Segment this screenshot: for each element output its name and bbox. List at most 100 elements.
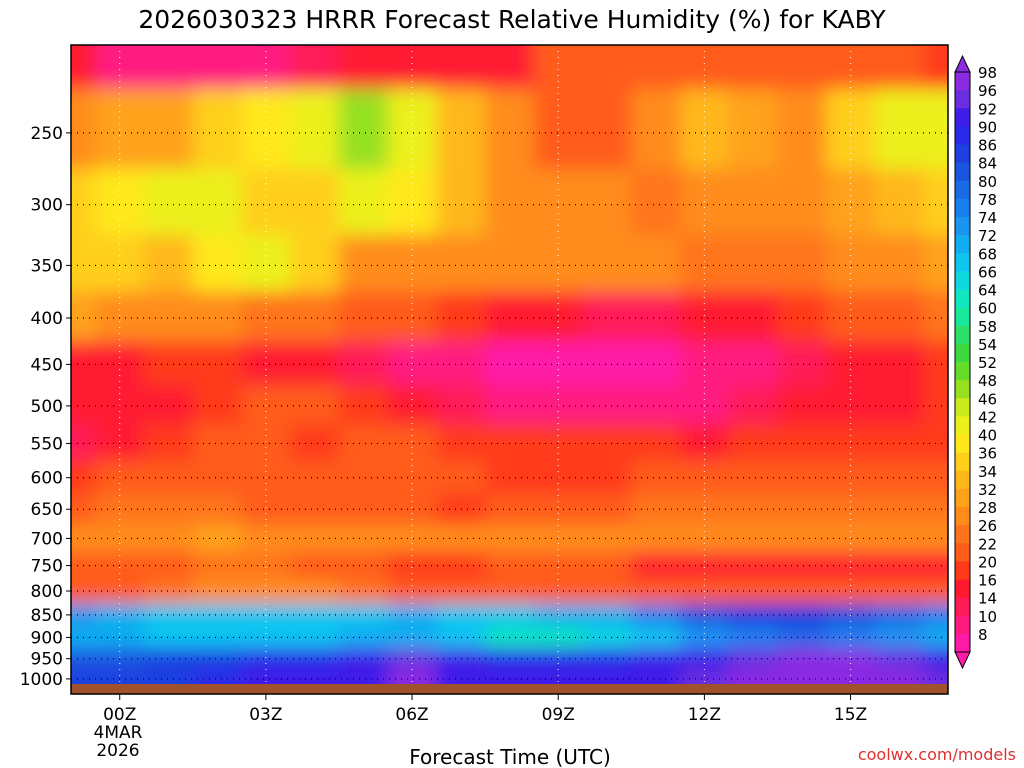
heatmap-cell bbox=[485, 291, 535, 343]
heatmap-cell bbox=[582, 578, 633, 604]
colorbar-segment bbox=[955, 217, 970, 236]
x-tick-label: 12Z bbox=[688, 705, 721, 725]
heatmap-cell bbox=[923, 578, 948, 604]
heatmap-cell bbox=[923, 235, 948, 293]
heatmap-cell bbox=[728, 424, 779, 462]
heatmap-cell bbox=[777, 88, 828, 170]
colorbar-label: 10 bbox=[978, 608, 997, 626]
heatmap-cell bbox=[436, 88, 487, 170]
heatmap-cell bbox=[144, 626, 194, 650]
colorbar-label: 46 bbox=[978, 390, 997, 408]
colorbar-label: 74 bbox=[978, 209, 997, 227]
heatmap-cell bbox=[144, 602, 194, 628]
heatmap-cell bbox=[680, 626, 730, 650]
colorbar-top-arrow bbox=[954, 54, 971, 73]
colorbar-segment bbox=[955, 144, 970, 164]
heatmap-cell bbox=[923, 523, 948, 554]
x-tick-label: 15Z bbox=[834, 705, 867, 725]
heatmap-cell bbox=[95, 424, 146, 462]
heatmap-cell bbox=[680, 552, 730, 580]
heatmap-cell bbox=[777, 493, 828, 525]
heatmap-cell bbox=[387, 291, 438, 343]
heatmap-cell bbox=[338, 668, 389, 684]
heatmap-cell bbox=[192, 168, 243, 237]
heatmap-cell bbox=[241, 552, 292, 580]
heatmap-cell bbox=[290, 235, 340, 293]
heatmap-cell bbox=[777, 460, 828, 495]
heatmap-cell bbox=[192, 523, 243, 554]
heatmap-cell bbox=[387, 45, 438, 90]
heatmap-cell bbox=[728, 668, 779, 684]
heatmap-cell bbox=[777, 424, 828, 462]
heatmap-cell bbox=[485, 88, 535, 170]
heatmap-cell bbox=[631, 668, 682, 684]
heatmap-cell bbox=[95, 291, 146, 343]
heatmap-cell bbox=[582, 45, 633, 90]
heatmap-cell bbox=[777, 552, 828, 580]
heatmap-cell bbox=[777, 668, 828, 684]
heatmap-cell bbox=[290, 168, 340, 237]
colorbar-segment bbox=[955, 198, 970, 218]
colorbar-segment bbox=[955, 416, 970, 435]
heatmap-cell bbox=[631, 45, 682, 90]
heatmap-cell bbox=[923, 493, 948, 525]
colorbar-label: 54 bbox=[978, 336, 997, 354]
heatmap-cell bbox=[923, 341, 948, 387]
heatmap-cell bbox=[728, 341, 779, 387]
heatmap-cell bbox=[338, 168, 389, 237]
heatmap-cell bbox=[71, 88, 97, 170]
plot-area bbox=[70, 44, 949, 695]
heatmap-cell bbox=[923, 668, 948, 684]
colorbar-segment bbox=[955, 325, 970, 345]
heatmap-cell bbox=[192, 578, 243, 604]
x-tick-label: 09Z bbox=[542, 705, 575, 725]
heatmap-cell bbox=[728, 523, 779, 554]
colorbar-segment bbox=[955, 362, 970, 381]
colorbar-label: 40 bbox=[978, 427, 997, 445]
colorbar-label: 48 bbox=[978, 372, 997, 390]
heatmap-cell bbox=[144, 668, 194, 684]
y-tick-label: 600 bbox=[31, 469, 63, 489]
heatmap-cell bbox=[582, 648, 633, 670]
colorbar-label: 42 bbox=[978, 408, 997, 426]
heatmap-cell bbox=[387, 668, 438, 684]
heatmap-cell bbox=[582, 88, 633, 170]
colorbar-label: 22 bbox=[978, 535, 997, 553]
heatmap-cell bbox=[192, 45, 243, 90]
heatmap-cell bbox=[582, 460, 633, 495]
heatmap-cell bbox=[485, 168, 535, 237]
heatmap-cell bbox=[826, 168, 876, 237]
heatmap-cell bbox=[533, 235, 584, 293]
heatmap-cell bbox=[71, 235, 97, 293]
heatmap-cell bbox=[923, 168, 948, 237]
colorbar-label: 32 bbox=[978, 481, 997, 499]
heatmap-cell bbox=[826, 45, 876, 90]
heatmap-cell bbox=[338, 385, 389, 426]
colorbar-segment bbox=[955, 561, 970, 580]
heatmap-cell bbox=[728, 493, 779, 525]
heatmap-cell bbox=[631, 235, 682, 293]
heatmap-cell bbox=[144, 291, 194, 343]
heatmap-cell bbox=[777, 648, 828, 670]
colorbar-segment bbox=[955, 470, 970, 490]
x-axis-title: Forecast Time (UTC) bbox=[409, 745, 611, 768]
heatmap-cell bbox=[241, 626, 292, 650]
colorbar-label: 78 bbox=[978, 191, 997, 209]
heatmap-cell bbox=[582, 552, 633, 580]
heatmap-cell bbox=[631, 168, 682, 237]
heatmap-cell bbox=[777, 578, 828, 604]
heatmap-cell bbox=[241, 523, 292, 554]
heatmap-cell bbox=[582, 523, 633, 554]
heatmap-cell bbox=[777, 523, 828, 554]
heatmap-cell bbox=[874, 168, 925, 237]
heatmap-cell bbox=[485, 45, 535, 90]
y-tick-label: 450 bbox=[31, 355, 63, 375]
heatmap-cell bbox=[95, 45, 146, 90]
heatmap-cell bbox=[144, 578, 194, 604]
colorbar: 9896929086848078747268666460585452484642… bbox=[954, 54, 997, 670]
heatmap-cell bbox=[680, 168, 730, 237]
heatmap-cell bbox=[485, 668, 535, 684]
heatmap-cell bbox=[144, 385, 194, 426]
heatmap-cell bbox=[874, 235, 925, 293]
